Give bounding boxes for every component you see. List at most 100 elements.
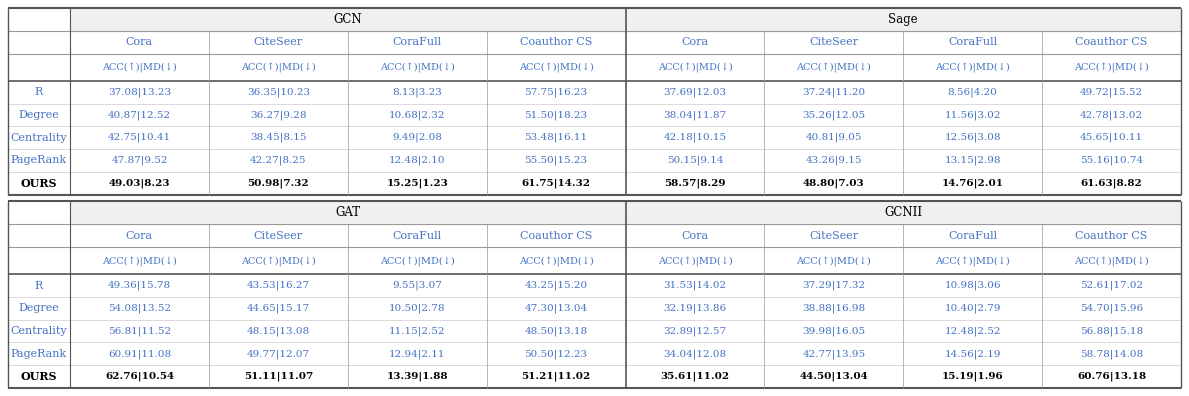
Text: Coauthor CS: Coauthor CS bbox=[1075, 230, 1147, 240]
Text: 51.11|11.07: 51.11|11.07 bbox=[244, 372, 313, 381]
Text: 50.98|7.32: 50.98|7.32 bbox=[247, 179, 309, 188]
Text: 37.69|12.03: 37.69|12.03 bbox=[663, 88, 726, 97]
Text: ACC(↑)|MD(↓): ACC(↑)|MD(↓) bbox=[658, 255, 732, 266]
Text: 14.76|2.01: 14.76|2.01 bbox=[942, 179, 1004, 188]
Text: 10.68|2.32: 10.68|2.32 bbox=[389, 110, 446, 120]
Text: 43.53|16.27: 43.53|16.27 bbox=[247, 281, 310, 290]
Text: ACC(↑)|MD(↓): ACC(↑)|MD(↓) bbox=[936, 255, 1011, 266]
Text: Coauthor CS: Coauthor CS bbox=[1075, 37, 1147, 47]
Bar bbox=[625, 8, 1181, 31]
Text: 14.56|2.19: 14.56|2.19 bbox=[944, 349, 1001, 359]
Text: 48.15|13.08: 48.15|13.08 bbox=[247, 326, 310, 336]
Text: 51.21|11.02: 51.21|11.02 bbox=[522, 372, 591, 381]
Text: 37.08|13.23: 37.08|13.23 bbox=[108, 88, 171, 97]
Text: 12.94|2.11: 12.94|2.11 bbox=[389, 349, 446, 359]
Text: 49.77|12.07: 49.77|12.07 bbox=[247, 349, 310, 359]
Text: Cora: Cora bbox=[126, 230, 153, 240]
Text: Cora: Cora bbox=[126, 37, 153, 47]
Text: 61.75|14.32: 61.75|14.32 bbox=[522, 179, 591, 188]
Text: 56.81|11.52: 56.81|11.52 bbox=[108, 326, 171, 336]
Text: 35.61|11.02: 35.61|11.02 bbox=[660, 372, 730, 381]
Text: Degree: Degree bbox=[19, 110, 59, 120]
Text: 58.78|14.08: 58.78|14.08 bbox=[1080, 349, 1143, 359]
Text: ACC(↑)|MD(↓): ACC(↑)|MD(↓) bbox=[797, 62, 872, 72]
Text: 37.24|11.20: 37.24|11.20 bbox=[803, 88, 866, 97]
Text: CoraFull: CoraFull bbox=[948, 37, 998, 47]
Text: 58.57|8.29: 58.57|8.29 bbox=[665, 179, 725, 188]
Text: 50.50|12.23: 50.50|12.23 bbox=[524, 349, 587, 359]
Text: 60.76|13.18: 60.76|13.18 bbox=[1077, 372, 1146, 381]
Text: ACC(↑)|MD(↓): ACC(↑)|MD(↓) bbox=[518, 62, 593, 72]
Text: 44.65|15.17: 44.65|15.17 bbox=[247, 304, 310, 313]
Text: ACC(↑)|MD(↓): ACC(↑)|MD(↓) bbox=[518, 255, 593, 266]
Text: R: R bbox=[34, 87, 43, 97]
Text: 9.49|2.08: 9.49|2.08 bbox=[392, 133, 442, 143]
Text: CoraFull: CoraFull bbox=[948, 230, 998, 240]
Text: 48.80|7.03: 48.80|7.03 bbox=[803, 179, 864, 188]
Text: 38.45|8.15: 38.45|8.15 bbox=[250, 133, 307, 143]
Text: GAT: GAT bbox=[335, 206, 360, 219]
Text: 40.87|12.52: 40.87|12.52 bbox=[108, 110, 171, 120]
Text: 12.48|2.52: 12.48|2.52 bbox=[944, 326, 1001, 336]
Text: Centrality: Centrality bbox=[11, 326, 68, 336]
Text: 51.50|18.23: 51.50|18.23 bbox=[524, 110, 587, 120]
Text: 53.48|16.11: 53.48|16.11 bbox=[524, 133, 587, 143]
Text: 45.65|10.11: 45.65|10.11 bbox=[1080, 133, 1143, 143]
Text: 15.19|1.96: 15.19|1.96 bbox=[942, 372, 1004, 381]
Text: CoraFull: CoraFull bbox=[392, 37, 442, 47]
Text: ACC(↑)|MD(↓): ACC(↑)|MD(↓) bbox=[658, 62, 732, 72]
Text: ACC(↑)|MD(↓): ACC(↑)|MD(↓) bbox=[379, 62, 454, 72]
Text: 49.72|15.52: 49.72|15.52 bbox=[1080, 88, 1143, 97]
Text: 54.70|15.96: 54.70|15.96 bbox=[1080, 304, 1143, 313]
Text: 39.98|16.05: 39.98|16.05 bbox=[803, 326, 866, 336]
Text: Cora: Cora bbox=[681, 230, 709, 240]
Text: 32.19|13.86: 32.19|13.86 bbox=[663, 304, 726, 313]
Text: 40.81|9.05: 40.81|9.05 bbox=[806, 133, 862, 143]
Text: 55.16|10.74: 55.16|10.74 bbox=[1080, 156, 1143, 165]
Text: 11.15|2.52: 11.15|2.52 bbox=[389, 326, 446, 336]
Bar bbox=[70, 8, 625, 31]
Text: GCNII: GCNII bbox=[885, 206, 923, 219]
Text: 49.03|8.23: 49.03|8.23 bbox=[108, 179, 170, 188]
Text: 42.18|10.15: 42.18|10.15 bbox=[663, 133, 726, 143]
Text: ACC(↑)|MD(↓): ACC(↑)|MD(↓) bbox=[102, 255, 177, 266]
Text: 42.27|8.25: 42.27|8.25 bbox=[250, 156, 307, 165]
Text: ACC(↑)|MD(↓): ACC(↑)|MD(↓) bbox=[241, 255, 316, 266]
Text: CiteSeer: CiteSeer bbox=[810, 230, 858, 240]
Text: OURS: OURS bbox=[20, 178, 57, 189]
Text: 31.53|14.02: 31.53|14.02 bbox=[663, 281, 726, 290]
Text: 11.56|3.02: 11.56|3.02 bbox=[944, 110, 1001, 120]
Bar bbox=[625, 202, 1181, 224]
Text: 43.26|9.15: 43.26|9.15 bbox=[806, 156, 862, 165]
Text: R: R bbox=[34, 281, 43, 291]
Text: 36.27|9.28: 36.27|9.28 bbox=[250, 110, 307, 120]
Text: 50.15|9.14: 50.15|9.14 bbox=[667, 156, 723, 165]
Text: ACC(↑)|MD(↓): ACC(↑)|MD(↓) bbox=[102, 62, 177, 72]
Text: 38.88|16.98: 38.88|16.98 bbox=[803, 304, 866, 313]
Text: 12.48|2.10: 12.48|2.10 bbox=[389, 156, 446, 165]
Text: 10.50|2.78: 10.50|2.78 bbox=[389, 304, 446, 313]
Text: 13.15|2.98: 13.15|2.98 bbox=[944, 156, 1001, 165]
Text: 48.50|13.18: 48.50|13.18 bbox=[524, 326, 587, 336]
Text: 56.88|15.18: 56.88|15.18 bbox=[1080, 326, 1143, 336]
Text: Coauthor CS: Coauthor CS bbox=[520, 37, 592, 47]
Text: 55.50|15.23: 55.50|15.23 bbox=[524, 156, 587, 165]
Text: Degree: Degree bbox=[19, 303, 59, 313]
Text: 37.29|17.32: 37.29|17.32 bbox=[803, 281, 866, 290]
Text: 32.89|12.57: 32.89|12.57 bbox=[663, 326, 726, 336]
Text: 49.36|15.78: 49.36|15.78 bbox=[108, 281, 171, 290]
Text: 10.40|2.79: 10.40|2.79 bbox=[944, 304, 1001, 313]
Text: 47.30|13.04: 47.30|13.04 bbox=[524, 304, 587, 313]
Text: CiteSeer: CiteSeer bbox=[253, 37, 303, 47]
Text: Coauthor CS: Coauthor CS bbox=[520, 230, 592, 240]
Text: 38.04|11.87: 38.04|11.87 bbox=[663, 110, 726, 120]
Text: PageRank: PageRank bbox=[11, 349, 67, 359]
Text: 36.35|10.23: 36.35|10.23 bbox=[247, 88, 310, 97]
Text: 42.78|13.02: 42.78|13.02 bbox=[1080, 110, 1143, 120]
Text: 9.55|3.07: 9.55|3.07 bbox=[392, 281, 442, 290]
Text: 8.13|3.23: 8.13|3.23 bbox=[392, 88, 442, 97]
Text: 34.04|12.08: 34.04|12.08 bbox=[663, 349, 726, 359]
Text: 43.25|15.20: 43.25|15.20 bbox=[524, 281, 587, 290]
Text: 44.50|13.04: 44.50|13.04 bbox=[799, 372, 868, 381]
Text: PageRank: PageRank bbox=[11, 156, 67, 166]
